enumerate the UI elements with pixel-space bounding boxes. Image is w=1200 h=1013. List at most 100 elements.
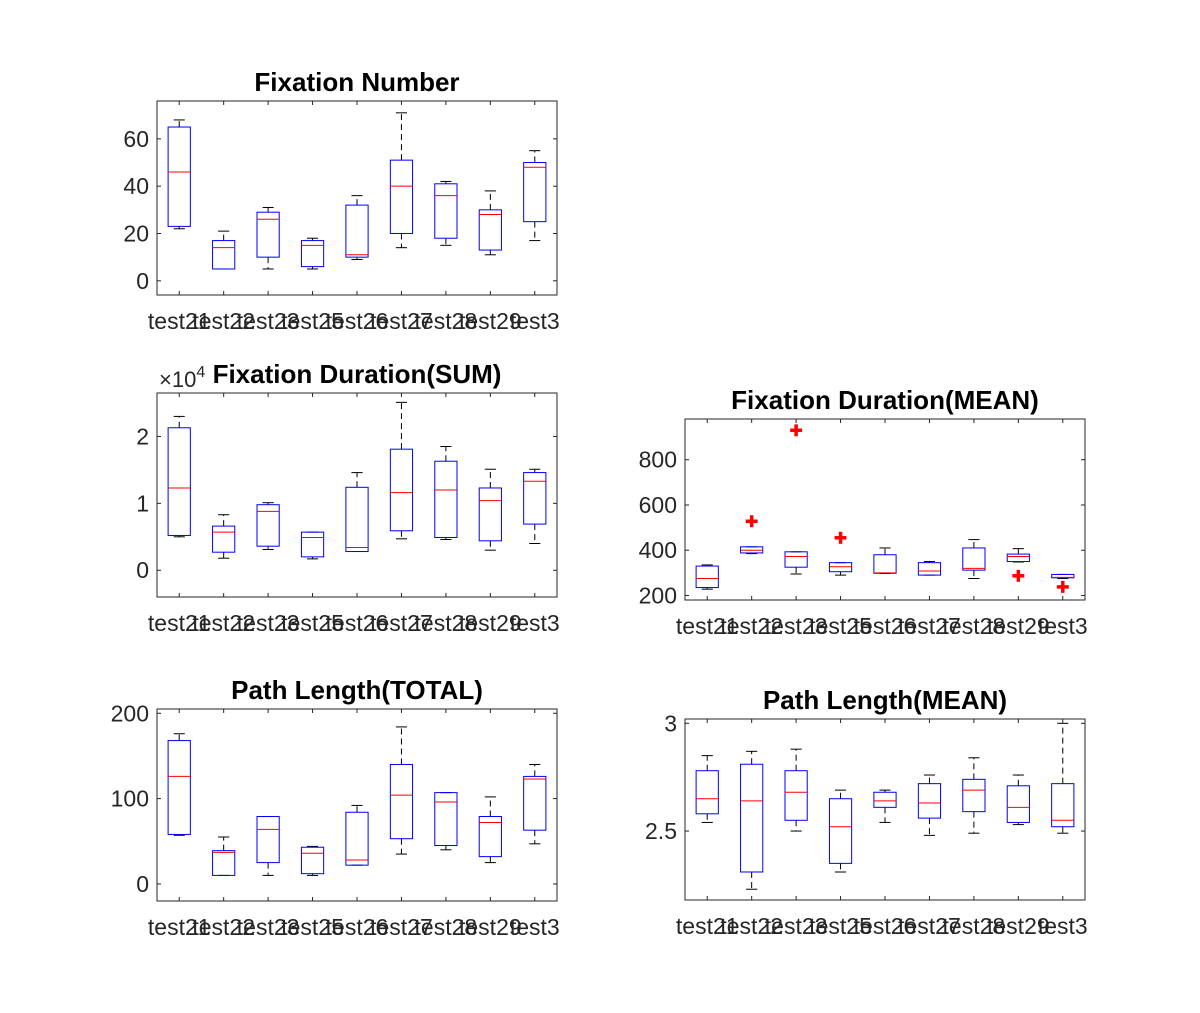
fixation-duration-mean-xtick-label: test29 xyxy=(987,613,1050,639)
fixation-duration-sum-xtick-label: test28 xyxy=(415,610,478,636)
fixation-duration-sum-ytick-label: 0 xyxy=(136,557,149,583)
path-length-mean-box-test21 xyxy=(695,755,719,823)
fixation-duration-mean-xtick-label: test26 xyxy=(854,613,917,639)
iqr-box xyxy=(873,791,897,808)
fixation-duration-mean-box-test22 xyxy=(740,515,764,555)
path-length-total-xtick-label: test25 xyxy=(281,914,344,940)
path-length-total-ytick-label: 200 xyxy=(111,700,149,726)
iqr-box xyxy=(212,850,236,876)
path-length-mean-box-test22 xyxy=(740,750,764,890)
path-length-mean-xtick-label: test21 xyxy=(676,913,739,939)
iqr-box xyxy=(345,204,369,258)
path-length-total-xtick-label: test23 xyxy=(237,914,300,940)
iqr-box xyxy=(478,487,502,542)
fixation-duration-mean-box-test21 xyxy=(695,564,719,590)
fixation-duration-mean-xtick-label: test27 xyxy=(898,613,961,639)
path-length-total-xtick-label: test29 xyxy=(459,914,522,940)
iqr-box xyxy=(389,159,414,234)
outlier-marker xyxy=(745,515,758,528)
fixation-duration-sum-title: Fixation Duration(SUM) xyxy=(213,359,502,389)
path-length-mean-xtick-label: test3 xyxy=(1038,913,1088,939)
path-length-mean-xtick-label: test22 xyxy=(720,913,783,939)
fixation-number-box-test21 xyxy=(167,119,191,230)
fixation-number-ytick-label: 0 xyxy=(136,268,149,294)
iqr-box xyxy=(256,816,280,864)
fixation-number-ytick-label: 40 xyxy=(123,173,149,199)
iqr-box xyxy=(478,209,502,251)
fixation-duration-sum-xtick-label: test3 xyxy=(510,610,560,636)
iqr-box xyxy=(389,448,414,532)
fixation-duration-sum-box-test22 xyxy=(212,514,236,559)
fixation-number-xtick-label: test26 xyxy=(326,308,389,334)
fixation-duration-sum-xtick-label: test29 xyxy=(459,610,522,636)
path-length-total-xtick-label: test22 xyxy=(192,914,255,940)
iqr-box xyxy=(167,126,191,227)
path-length-mean-xtick-label: test29 xyxy=(987,913,1050,939)
fixation-duration-sum-xtick-label: test25 xyxy=(281,610,344,636)
fixation-number-xtick-label: test3 xyxy=(510,308,560,334)
iqr-box xyxy=(167,427,191,536)
fixation-duration-sum-axes-frame xyxy=(156,392,558,598)
path-length-mean-xtick-label: test27 xyxy=(898,913,961,939)
path-length-mean-box-test28 xyxy=(962,757,986,834)
iqr-box xyxy=(962,547,986,571)
fixation-duration-mean-xtick-label: test28 xyxy=(943,613,1006,639)
iqr-box xyxy=(917,562,942,576)
fixation-duration-sum-xtick-label: test22 xyxy=(192,610,255,636)
path-length-mean-xtick-label: test26 xyxy=(854,913,917,939)
iqr-box xyxy=(1006,785,1030,823)
path-length-total-title: Path Length(TOTAL) xyxy=(231,675,483,705)
fixation-duration-sum-box-test21 xyxy=(167,415,191,538)
path-length-total-box-test22 xyxy=(212,836,236,876)
iqr-box xyxy=(167,740,191,835)
path-length-total-box-test27 xyxy=(389,726,414,855)
path-length-total-box-test25 xyxy=(300,845,325,876)
fixation-duration-mean-ytick-label: 200 xyxy=(639,582,677,608)
path-length-mean-ytick-label: 3 xyxy=(664,710,677,736)
fixation-duration-mean-box-test28 xyxy=(962,539,986,580)
iqr-box xyxy=(345,811,369,866)
iqr-box xyxy=(740,763,764,873)
fixation-duration-sum-box-test3 xyxy=(523,468,547,544)
fixation-duration-mean-xtick-label: test23 xyxy=(765,613,828,639)
fixation-number-ytick-label: 60 xyxy=(123,126,149,152)
fixation-duration-mean-box-test23 xyxy=(784,424,808,575)
fixation-duration-sum-box-test25 xyxy=(300,531,325,560)
path-length-total-box-test26 xyxy=(345,804,369,866)
iqr-box xyxy=(695,770,719,815)
fixation-number-xtick-label: test21 xyxy=(148,308,211,334)
fixation-duration-sum-xtick-label: test21 xyxy=(148,610,211,636)
iqr-box xyxy=(478,816,502,858)
fixation-number-box-test29 xyxy=(478,190,502,256)
path-length-mean-box-test26 xyxy=(873,789,897,823)
fixation-number-ytick-label: 20 xyxy=(123,220,149,246)
iqr-box xyxy=(300,846,325,875)
fixation-duration-mean-xtick-label: test25 xyxy=(809,613,872,639)
fixation-number-xtick-label: test23 xyxy=(237,308,300,334)
fixation-number-title: Fixation Number xyxy=(254,67,459,97)
path-length-total-box-test3 xyxy=(523,763,547,845)
iqr-box xyxy=(523,162,547,223)
outlier-marker xyxy=(1012,569,1025,582)
iqr-box xyxy=(784,551,808,568)
fixation-duration-mean-ytick-label: 800 xyxy=(639,447,677,473)
fixation-duration-sum-xtick-label: test26 xyxy=(326,610,389,636)
fixation-duration-sum-box-test26 xyxy=(345,472,369,553)
path-length-mean-chart: Path Length(MEAN)2.53test21test22test23t… xyxy=(645,685,1088,939)
iqr-box xyxy=(212,240,236,270)
fixation-duration-sum-ytick-label: 2 xyxy=(136,423,149,449)
fixation-number-xtick-label: test22 xyxy=(192,308,255,334)
iqr-box xyxy=(434,183,458,239)
fixation-duration-sum-box-test27 xyxy=(389,401,414,540)
fixation-number-box-test27 xyxy=(389,112,414,249)
fixation-number-xtick-label: test28 xyxy=(415,308,478,334)
outlier-marker xyxy=(1056,580,1069,593)
fixation-number-box-test3 xyxy=(523,150,547,242)
path-length-total-box-test29 xyxy=(478,796,502,864)
path-length-mean-xtick-label: test23 xyxy=(765,913,828,939)
fixation-duration-sum-chart: Fixation Duration(SUM)012×104test21test2… xyxy=(136,359,560,636)
iqr-box xyxy=(1051,783,1075,828)
path-length-total-xtick-label: test26 xyxy=(326,914,389,940)
iqr-box xyxy=(523,775,547,831)
